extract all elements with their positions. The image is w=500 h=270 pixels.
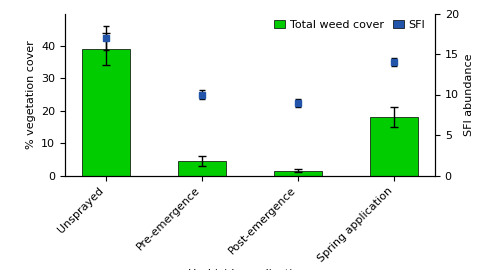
Y-axis label: SFI abundance: SFI abundance [464, 53, 474, 136]
X-axis label: Herbicide applications: Herbicide applications [188, 269, 312, 270]
Y-axis label: % vegetation cover: % vegetation cover [26, 40, 36, 149]
Bar [370, 117, 418, 176]
Bar [274, 171, 322, 176]
Bar [178, 161, 226, 176]
Bar [82, 49, 130, 176]
Legend: Total weed cover, SFI: Total weed cover, SFI [270, 16, 430, 35]
